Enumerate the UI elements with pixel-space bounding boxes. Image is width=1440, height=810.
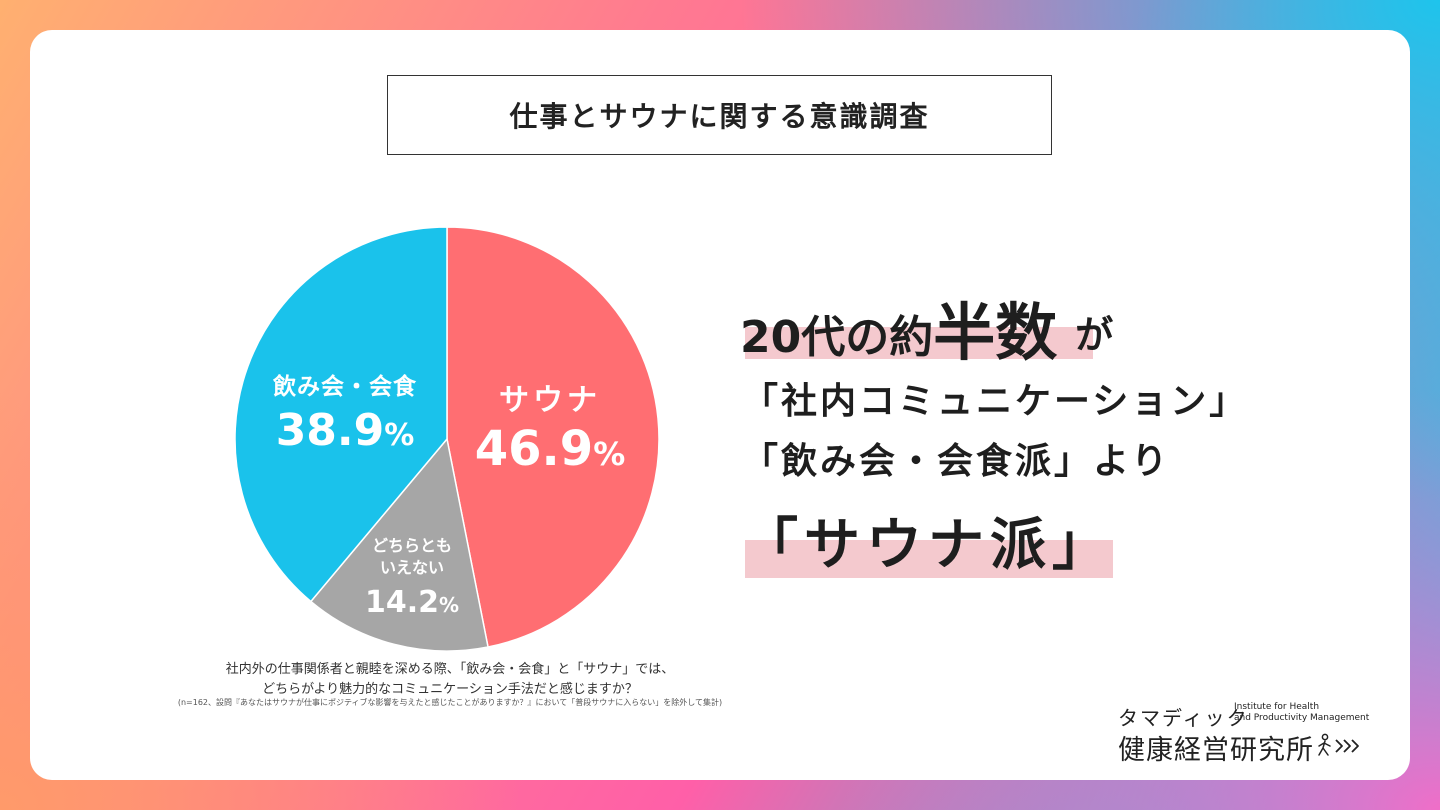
slice-value-nomikai: 38.9% bbox=[275, 405, 415, 456]
logo-en: Institute for Health and Productivity Ma… bbox=[1234, 702, 1369, 724]
headline-line-3: 「飲み会・会食派」より bbox=[742, 441, 1171, 482]
slice-label-sauna: サウナ 46.9% bbox=[470, 375, 630, 477]
highlight-bar-2 bbox=[745, 540, 1113, 578]
pie-slice-sauna bbox=[446, 226, 660, 648]
slice-label-nomikai: 飲み会・会食 38.9% bbox=[250, 367, 440, 456]
headline-ga: が bbox=[1075, 313, 1114, 357]
pie-slice-nomikai bbox=[234, 226, 448, 603]
highlight-bar-1 bbox=[745, 327, 1093, 359]
headline-line-2: 「社内コミュニケーション」 bbox=[742, 381, 1249, 422]
slice-name-nomikai: 飲み会・会食 bbox=[273, 374, 417, 400]
pie-slice-neutral bbox=[309, 437, 489, 652]
page-title: 仕事とサウナに関する意識調査 bbox=[387, 75, 1052, 155]
slice-name-neutral-1: どちらとも bbox=[371, 536, 452, 555]
question-line-2: どちらがより魅力的なコミュニケーション手法だと感じますか？ bbox=[262, 682, 638, 697]
headline-line-1: 20代の約半数が bbox=[740, 282, 1113, 372]
slice-value-neutral: 14.2% bbox=[364, 585, 460, 620]
question-line-1: 社内外の仕事関係者と親睦を深める際、「飲み会・会食」と「サウナ」では、 bbox=[225, 662, 675, 677]
walking-person-arrows-icon bbox=[1318, 733, 1359, 756]
logo-kana: タマディック bbox=[1118, 706, 1249, 730]
slice-name-sauna: サウナ bbox=[499, 383, 601, 418]
logo-en-line-2: and Productivity Management bbox=[1234, 713, 1370, 723]
slice-value-sauna: 46.9% bbox=[474, 421, 626, 477]
survey-note: (n=162、設問『あなたはサウナが仕事にポジティブな影響を与えたと感じたことが… bbox=[177, 698, 723, 707]
headline-half: 半数 bbox=[933, 296, 1058, 369]
logo-jp: 健康経営研究所 bbox=[1118, 735, 1314, 766]
logo-en-line-1: Institute for Health bbox=[1234, 702, 1320, 712]
survey-question: 社内外の仕事関係者と親睦を深める際、「飲み会・会食」と「サウナ」では、 どちらが… bbox=[150, 660, 750, 700]
headline-20s: 20代の約 bbox=[740, 312, 934, 363]
slice-label-neutral: どちらとも いえない 14.2% bbox=[352, 535, 472, 620]
slice-name-neutral-2: いえない bbox=[379, 558, 444, 577]
headline-line-4: 「サウナ派」 bbox=[742, 513, 1114, 578]
